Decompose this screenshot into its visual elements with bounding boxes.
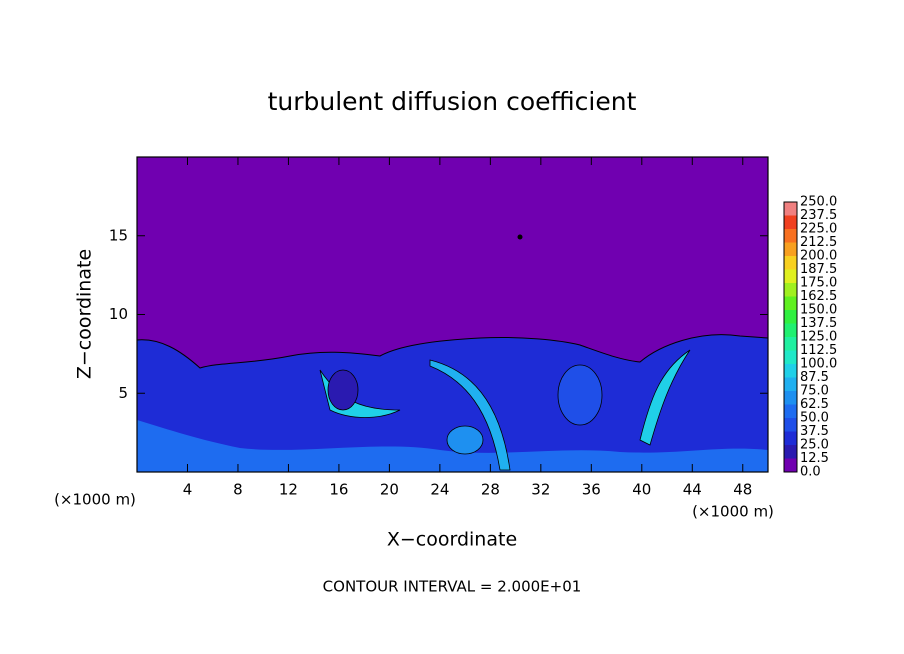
x-tick-label: 28: [481, 481, 500, 499]
colorbar-label: 100.0: [800, 357, 837, 372]
x-tick-label: 16: [329, 481, 348, 499]
colorbar-label: 125.0: [800, 330, 837, 345]
colorbar-band: [784, 364, 797, 378]
colorbar-band: [784, 215, 797, 229]
colorbar-label: 150.0: [800, 303, 837, 318]
field-streak: [429, 359, 511, 471]
colorbar-band: [784, 296, 797, 310]
colorbar-label: 175.0: [800, 276, 837, 291]
colorbar-band: [784, 377, 797, 391]
x-tick-label: 20: [380, 481, 399, 499]
x-tick-label: 12: [279, 481, 298, 499]
field-region: [136, 334, 769, 473]
colorbar-label: 212.5: [800, 235, 837, 250]
colorbar-band: [784, 445, 797, 459]
x-tick-label: 24: [430, 481, 449, 499]
colorbar-band: [784, 283, 797, 297]
chart-title: turbulent diffusion coefficient: [268, 87, 637, 116]
x-unit-label: (×1000 m): [54, 491, 136, 509]
colorbar-label: 225.0: [800, 222, 837, 237]
colorbar-band: [784, 256, 797, 270]
x-tick-label: 40: [632, 481, 651, 499]
field-spot: [517, 234, 523, 240]
colorbar-label: 37.5: [800, 424, 829, 439]
colorbar-label: 187.5: [800, 262, 837, 277]
y-tick-label: 15: [109, 226, 128, 244]
colorbar-band: [784, 350, 797, 364]
colorbar-band: [784, 458, 797, 472]
colorbar-label: 62.5: [800, 397, 829, 412]
field-streak: [639, 349, 691, 446]
colorbar-label: 0.0: [800, 465, 821, 480]
colorbar-band: [784, 431, 797, 445]
field-eddy: [327, 369, 359, 411]
colorbar-label: 137.5: [800, 316, 837, 331]
colorbar-label: 75.0: [800, 384, 829, 399]
colorbar-label: 200.0: [800, 249, 837, 264]
x-tick-label: 36: [582, 481, 601, 499]
x-axis-label: X−coordinate: [387, 529, 517, 551]
field-eddy: [446, 425, 484, 455]
x-tick-label: 8: [233, 481, 243, 499]
colorbar-label: 112.5: [800, 343, 837, 358]
y-tick-label: 10: [109, 305, 128, 323]
footnote: CONTOUR INTERVAL = 2.000E+01: [323, 578, 582, 596]
colorbar-band: [784, 418, 797, 432]
colorbar-label: 250.0: [800, 195, 837, 210]
colorbar-band: [784, 391, 797, 405]
colorbar-band: [784, 242, 797, 256]
colorbar-label: 50.0: [800, 411, 829, 426]
x-tick-label: 44: [683, 481, 702, 499]
colorbar-label: 12.5: [800, 451, 829, 466]
colorbar-band: [784, 337, 797, 351]
colorbar-band: [784, 323, 797, 337]
colorbar-frame: [783, 201, 798, 473]
colorbar-band: [784, 202, 797, 216]
x-unit-label: (×1000 m): [692, 503, 774, 521]
colorbar-band: [784, 404, 797, 418]
x-tick-label: 32: [531, 481, 550, 499]
colorbar-label: 237.5: [800, 208, 837, 223]
y-tick-label: 5: [118, 384, 128, 402]
colorbar-label: 25.0: [800, 438, 829, 453]
colorbar-label: 162.5: [800, 289, 837, 304]
x-tick-label: 4: [183, 481, 193, 499]
field-eddy: [557, 364, 603, 426]
contour-field: [136, 157, 769, 473]
field-region: [137, 420, 768, 472]
colorbar-label: 87.5: [800, 370, 829, 385]
colorbar-band: [784, 269, 797, 283]
y-axis-label: Z−coordinate: [74, 249, 96, 379]
colorbar-band: [784, 229, 797, 243]
colorbar-band: [784, 310, 797, 324]
x-tick-label: 48: [733, 481, 752, 499]
